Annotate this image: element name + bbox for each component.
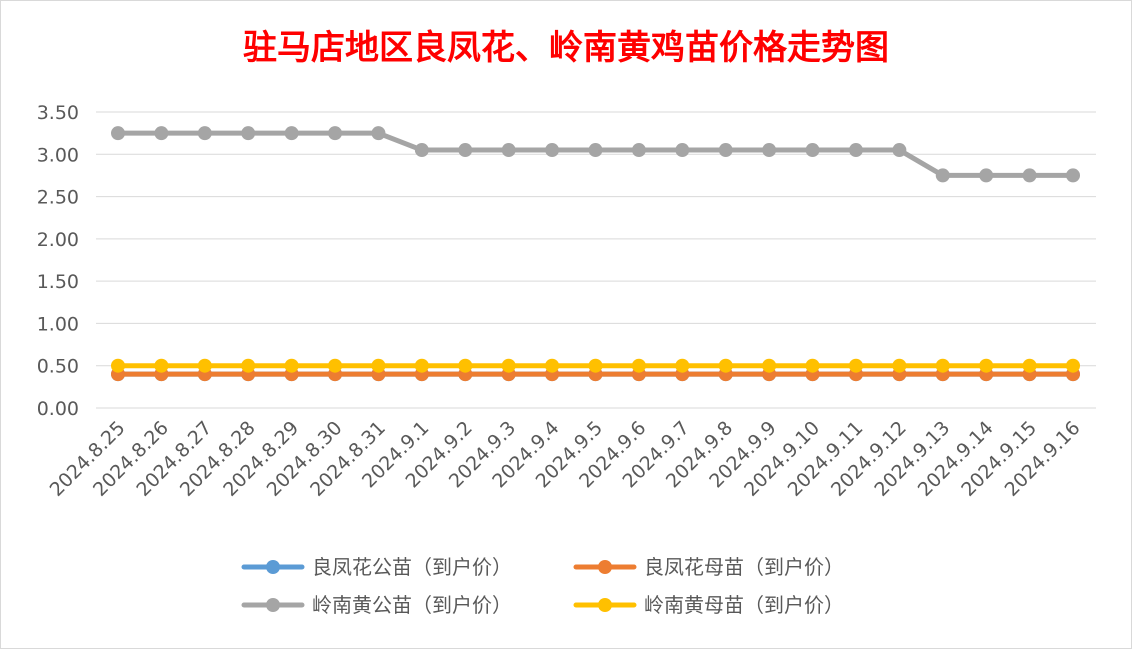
data-point <box>328 126 343 141</box>
data-point <box>805 358 820 373</box>
data-point <box>371 358 386 373</box>
data-point <box>545 143 560 158</box>
data-point <box>588 358 603 373</box>
data-point <box>414 358 429 373</box>
legend-item: 岭南黄公苗（到户价） <box>241 593 512 617</box>
data-point <box>501 143 516 158</box>
legend-label: 良凤花公苗（到户价） <box>312 555 512 579</box>
data-point <box>154 358 169 373</box>
data-point <box>458 143 473 158</box>
y-tick-label: 0.50 <box>37 356 79 378</box>
y-tick-label: 3.50 <box>37 102 79 124</box>
y-tick-label: 2.00 <box>37 229 79 251</box>
data-point <box>631 358 646 373</box>
data-point <box>111 358 125 373</box>
y-tick-label: 1.00 <box>37 313 79 335</box>
data-point <box>1066 358 1080 373</box>
legend-label: 岭南黄母苗（到户价） <box>644 593 844 617</box>
data-point <box>979 358 994 373</box>
legend-swatch-marker <box>598 560 612 574</box>
data-point <box>631 143 646 158</box>
series-4 <box>111 358 1080 373</box>
y-tick-label: 0.00 <box>37 398 79 420</box>
data-point <box>1066 168 1080 183</box>
data-point <box>588 143 603 158</box>
y-axis-tick-labels: 0.00 0.50 1.00 1.50 2.00 2.50 3.00 3.50 <box>37 102 79 420</box>
data-point <box>718 143 733 158</box>
legend-swatch-marker <box>266 598 280 612</box>
legend-label: 良凤花母苗（到户价） <box>644 555 844 579</box>
data-point <box>1022 358 1037 373</box>
data-point <box>197 126 212 141</box>
data-point <box>675 358 690 373</box>
data-point <box>848 143 863 158</box>
data-point <box>414 143 429 158</box>
data-point <box>892 358 907 373</box>
data-point <box>197 358 212 373</box>
data-point <box>979 168 994 183</box>
y-tick-label: 3.00 <box>37 144 79 166</box>
series-3 <box>111 126 1080 183</box>
data-point <box>762 358 777 373</box>
series-lines <box>111 126 1080 382</box>
chart-title: 驻马店地区良凤花、岭南黄鸡苗价格走势图 <box>243 28 889 68</box>
data-point <box>458 358 473 373</box>
data-point <box>935 358 950 373</box>
data-point <box>284 358 299 373</box>
legend-label: 岭南黄公苗（到户价） <box>312 593 512 617</box>
data-point <box>675 143 690 158</box>
legend-item: 良凤花公苗（到户价） <box>241 555 512 579</box>
data-point <box>545 358 560 373</box>
data-point <box>371 126 386 141</box>
data-point <box>762 143 777 158</box>
y-tick-label: 2.50 <box>37 187 79 209</box>
data-point <box>241 126 256 141</box>
data-point <box>284 126 299 141</box>
data-point <box>892 143 907 158</box>
data-point <box>935 168 950 183</box>
legend-swatch-marker <box>266 560 280 574</box>
legend: 良凤花公苗（到户价） 良凤花母苗（到户价） 岭南黄公苗（到户价） 岭南黄母苗（到户价） <box>241 555 844 617</box>
data-point <box>501 358 516 373</box>
data-point <box>805 143 820 158</box>
data-point <box>111 126 125 141</box>
data-point <box>1022 168 1037 183</box>
data-point <box>718 358 733 373</box>
data-point <box>328 358 343 373</box>
y-tick-label: 1.50 <box>37 271 79 293</box>
legend-swatch-marker <box>598 598 612 612</box>
data-point <box>848 358 863 373</box>
legend-item: 良凤花母苗（到户价） <box>573 555 844 579</box>
data-point <box>154 126 169 141</box>
legend-item: 岭南黄母苗（到户价） <box>573 593 844 617</box>
x-axis-tick-labels: 2024.8.252024.8.262024.8.272024.8.282024… <box>46 417 1085 501</box>
data-point <box>241 358 256 373</box>
